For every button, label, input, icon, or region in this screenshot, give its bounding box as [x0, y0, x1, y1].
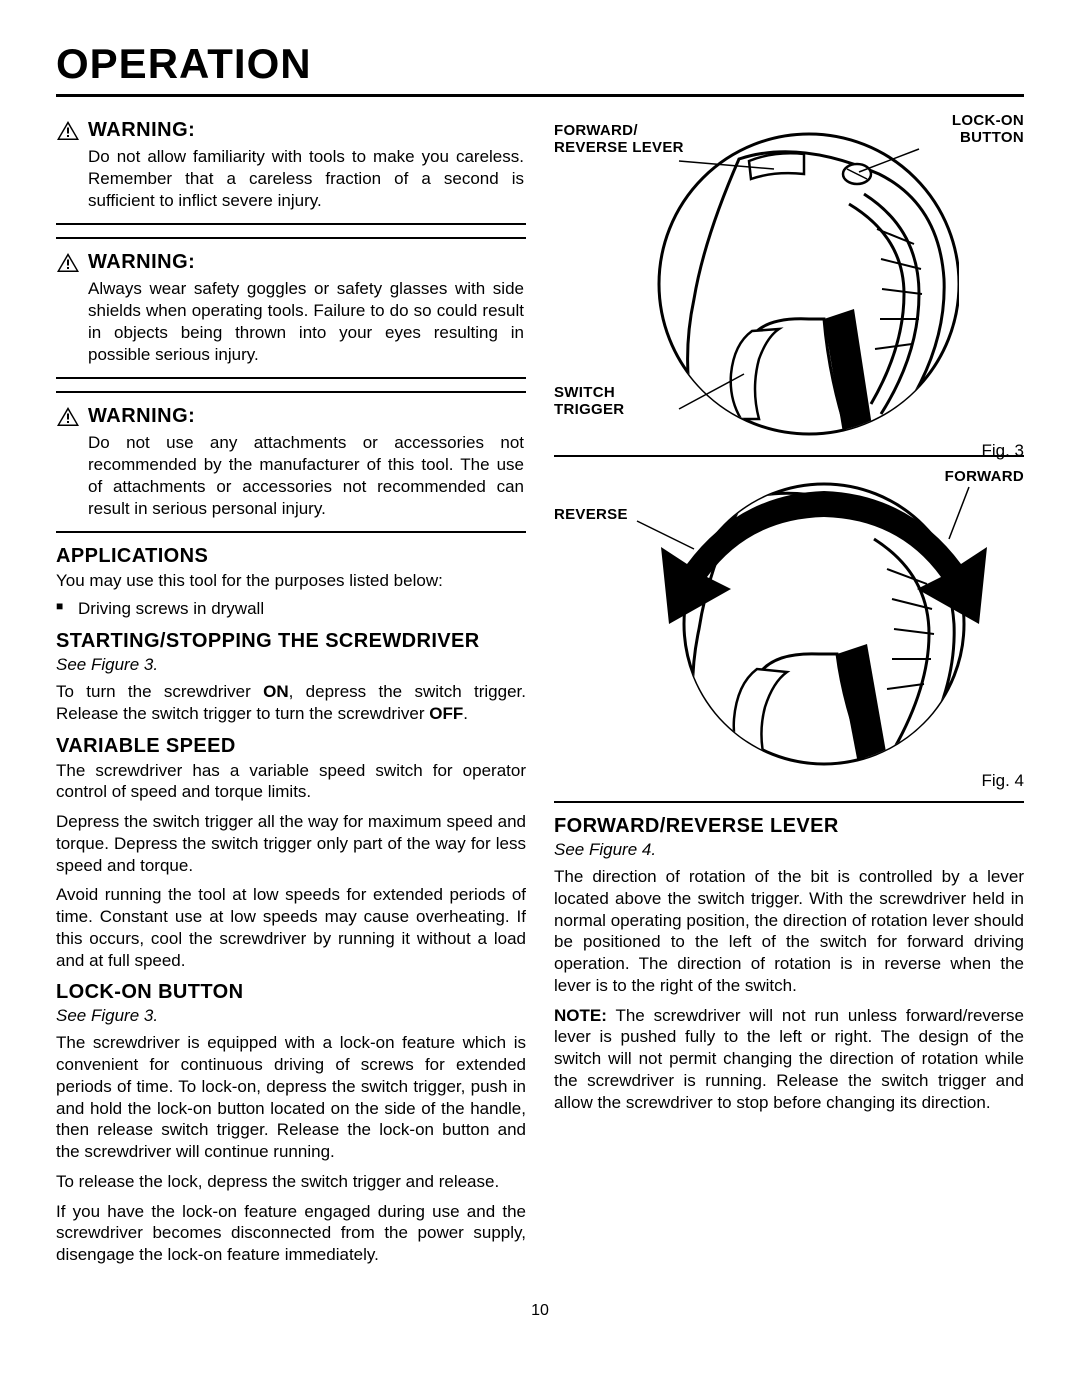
- fig3-illustration: [554, 113, 1024, 439]
- warning-block-3: WARNING: Do not use any attachments or a…: [56, 405, 526, 519]
- page: OPERATION WARNING: Do not allow familiar…: [0, 0, 1080, 1350]
- warning-block-2: WARNING: Always wear safety goggles or s…: [56, 251, 526, 365]
- warning-text: Always wear safety goggles or safety gla…: [88, 278, 524, 365]
- warning-head: WARNING:: [56, 119, 526, 142]
- fwdrev-p2: NOTE: The screwdriver will not run unles…: [554, 1005, 1024, 1114]
- on-text: ON: [263, 682, 289, 701]
- warning-label: WARNING:: [88, 405, 195, 428]
- text: To turn the screwdriver: [56, 682, 263, 701]
- fig3-svg: [619, 119, 959, 439]
- rule: [56, 223, 526, 225]
- lockon-p2: To release the lock, depress the switch …: [56, 1171, 526, 1193]
- see-figure: See Figure 3.: [56, 655, 526, 675]
- varspeed-p3: Avoid running the tool at low speeds for…: [56, 884, 526, 971]
- warning-text: Do not use any attachments or accessorie…: [88, 432, 524, 519]
- lockon-p3: If you have the lock-on feature engaged …: [56, 1201, 526, 1266]
- see-figure: See Figure 4.: [554, 840, 1024, 860]
- fwdrev-p2-text: The screwdriver will not run unless forw…: [554, 1006, 1024, 1112]
- page-title: OPERATION: [56, 40, 1024, 88]
- warning-label: WARNING:: [88, 119, 195, 142]
- note-label: NOTE:: [554, 1006, 607, 1025]
- fig4-svg: [569, 469, 1009, 769]
- warning-text: Do not allow familiarity with tools to m…: [88, 146, 524, 211]
- varspeed-p2: Depress the switch trigger all the way f…: [56, 811, 526, 876]
- right-column: FORWARD/ REVERSE LEVER LOCK-ON BUTTON SW…: [554, 113, 1024, 1274]
- left-column: WARNING: Do not allow familiarity with t…: [56, 113, 526, 1274]
- page-number: 10: [56, 1302, 1024, 1320]
- figure-4: FORWARD REVERSE: [554, 469, 1024, 789]
- figure-3: FORWARD/ REVERSE LEVER LOCK-ON BUTTON SW…: [554, 113, 1024, 443]
- fig4-illustration: [554, 469, 1024, 769]
- startstop-body: To turn the screwdriver ON, depress the …: [56, 681, 526, 725]
- fig4-caption: Fig. 4: [554, 771, 1024, 791]
- rule: [56, 377, 526, 379]
- warning-triangle-icon: [56, 252, 80, 274]
- fwdrev-p1: The direction of rotation of the bit is …: [554, 866, 1024, 997]
- see-figure: See Figure 3.: [56, 1006, 526, 1026]
- lockon-p1: The screwdriver is equipped with a lock-…: [56, 1032, 526, 1163]
- list-item: Driving screws in drywall: [56, 598, 526, 620]
- applications-list: Driving screws in drywall: [56, 598, 526, 620]
- varspeed-p1: The screwdriver has a variable speed swi…: [56, 760, 526, 804]
- applications-intro: You may use this tool for the purposes l…: [56, 570, 526, 592]
- title-rule: [56, 94, 1024, 97]
- warning-head: WARNING:: [56, 251, 526, 274]
- fig3-caption: Fig. 3: [554, 441, 1024, 461]
- warning-label: WARNING:: [88, 251, 195, 274]
- off-text: OFF: [429, 704, 463, 723]
- applications-heading: APPLICATIONS: [56, 545, 526, 568]
- text: .: [463, 704, 468, 723]
- rule: [56, 531, 526, 533]
- warning-triangle-icon: [56, 120, 80, 142]
- rule: [56, 391, 526, 393]
- lockon-heading: LOCK-ON BUTTON: [56, 981, 526, 1004]
- two-column-layout: WARNING: Do not allow familiarity with t…: [56, 113, 1024, 1274]
- warning-block-1: WARNING: Do not allow familiarity with t…: [56, 119, 526, 211]
- warning-head: WARNING:: [56, 405, 526, 428]
- rule: [56, 237, 526, 239]
- rule: [554, 801, 1024, 803]
- warning-triangle-icon: [56, 406, 80, 428]
- startstop-heading: STARTING/STOPPING THE SCREWDRIVER: [56, 630, 526, 653]
- varspeed-heading: VARIABLE SPEED: [56, 735, 526, 758]
- fwdrev-heading: FORWARD/REVERSE LEVER: [554, 815, 1024, 838]
